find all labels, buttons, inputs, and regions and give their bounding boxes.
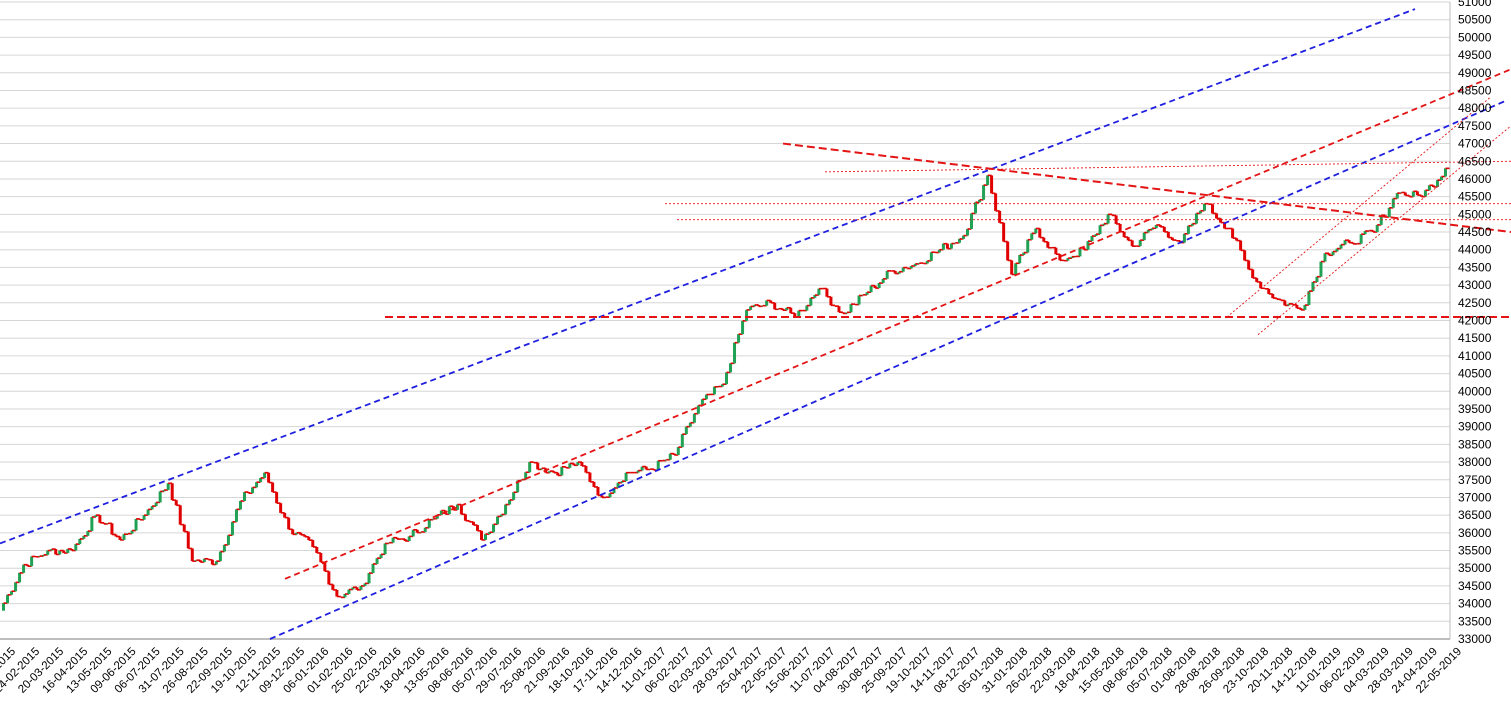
y-tick-label: 43500 (1458, 260, 1492, 274)
y-tick-label: 50500 (1458, 13, 1492, 27)
y-tick-label: 35500 (1458, 544, 1492, 558)
channel-line-upper (1226, 97, 1491, 318)
y-tick-label: 41000 (1458, 349, 1492, 363)
y-tick-label: 37500 (1458, 473, 1492, 487)
y-tick-label: 42500 (1458, 296, 1492, 310)
y-tick-label: 45500 (1458, 190, 1492, 204)
price-series (2, 167, 1450, 611)
y-tick-label: 49500 (1458, 48, 1492, 62)
channel-line-lower (1257, 125, 1511, 336)
y-axis: 33000 33500 34000 34500 35000 35500 36000 36500… (1458, 0, 1492, 646)
y-tick-label: 33500 (1458, 614, 1492, 628)
y-tick-label: 45000 (1458, 207, 1492, 221)
y-tick-label: 35000 (1458, 561, 1492, 575)
y-tick-label: 51000 (1458, 0, 1492, 9)
trendlines (0, 8, 1511, 640)
x-axis: 201524-02-201520-03-201516-04-201513-05-… (0, 646, 1464, 696)
y-tick-label: 33000 (1458, 632, 1492, 646)
y-tick-label: 47500 (1458, 119, 1492, 133)
resistance-line-46500 (824, 160, 1511, 173)
y-tick-label: 34500 (1458, 579, 1492, 593)
trendline-red-channel (284, 68, 1511, 580)
trendline-red-descending (782, 142, 1511, 234)
y-tick-label: 40500 (1458, 367, 1492, 381)
y-tick-label: 40000 (1458, 384, 1492, 398)
y-tick-label: 43000 (1458, 278, 1492, 292)
y-tick-label: 39500 (1458, 402, 1492, 416)
y-tick-label: 37000 (1458, 490, 1492, 504)
y-tick-label: 46500 (1458, 154, 1492, 168)
y-tick-label: 36000 (1458, 526, 1492, 540)
y-tick-label: 36500 (1458, 508, 1492, 522)
y-tick-label: 41500 (1458, 331, 1492, 345)
y-tick-label: 47000 (1458, 137, 1492, 151)
y-tick-label: 38000 (1458, 455, 1492, 469)
y-tick-label: 50000 (1458, 30, 1492, 44)
y-tick-label: 42000 (1458, 314, 1492, 328)
y-tick-label: 49000 (1458, 66, 1492, 80)
y-tick-label: 46000 (1458, 172, 1492, 186)
y-tick-label: 39000 (1458, 420, 1492, 434)
gridlines (0, 1, 1451, 640)
trendline-blue-upper (0, 8, 1416, 545)
y-tick-label: 48000 (1458, 101, 1492, 115)
y-tick-label: 48500 (1458, 83, 1492, 97)
y-tick-label: 38500 (1458, 437, 1492, 451)
y-tick-label: 34000 (1458, 597, 1492, 611)
y-tick-label: 44500 (1458, 225, 1492, 239)
trendline-blue-lower (269, 100, 1506, 640)
y-tick-label: 44000 (1458, 243, 1492, 257)
